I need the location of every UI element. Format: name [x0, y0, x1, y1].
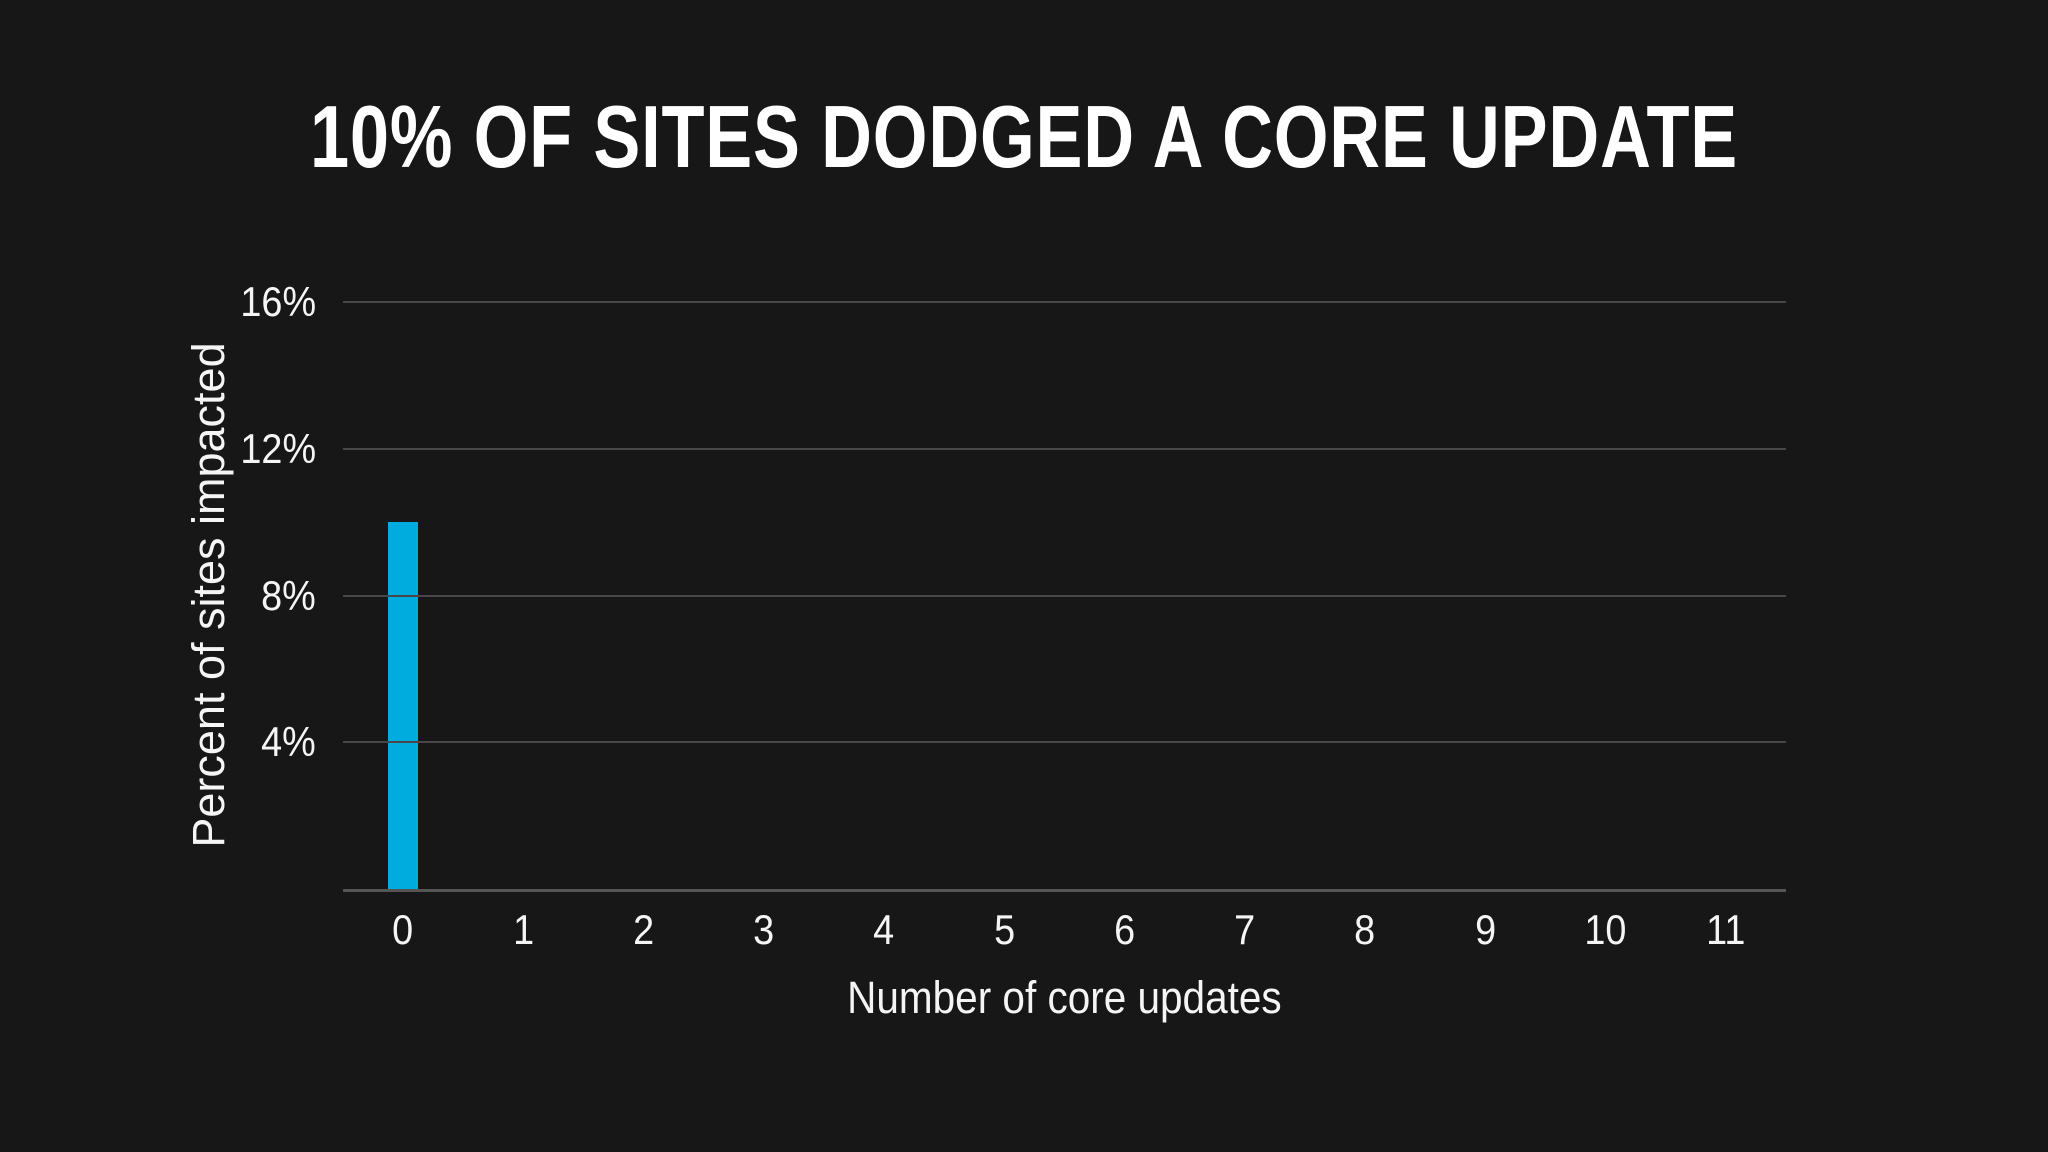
- x-tick-text: 11: [1706, 906, 1746, 953]
- x-tick-label-8: 8: [1305, 906, 1425, 954]
- x-tick-text: 1: [512, 906, 534, 953]
- gridline-12: [343, 447, 1786, 450]
- x-tick-label-4: 4: [824, 906, 944, 954]
- y-tick-label: 16%: [232, 278, 316, 326]
- gridline-4: [343, 741, 1786, 744]
- y-tick-text: 4%: [261, 718, 316, 766]
- y-tick-label: 12%: [232, 425, 316, 473]
- x-tick-text: 10: [1584, 906, 1627, 953]
- x-tick-label-11: 11: [1666, 906, 1786, 954]
- y-axis-ticks: 16% 12% 8% 4%: [0, 278, 316, 889]
- x-axis-title: Number of core updates: [343, 972, 1786, 1024]
- y-tick-text: 12%: [240, 424, 316, 472]
- x-tick-label-5: 5: [944, 906, 1064, 954]
- x-tick-label-9: 9: [1425, 906, 1545, 954]
- y-tick-label: 4%: [255, 718, 316, 766]
- gridline-8: [343, 594, 1786, 597]
- x-tick-label-10: 10: [1546, 906, 1666, 954]
- x-tick-text: 6: [1114, 906, 1136, 953]
- y-tick-label: 8%: [255, 572, 316, 620]
- plot-area: [343, 301, 1786, 892]
- x-tick-text: 8: [1354, 906, 1376, 953]
- gridline-16: [343, 301, 1786, 303]
- y-tick-text: 16%: [240, 278, 316, 325]
- x-axis-title-text: Number of core updates: [847, 972, 1282, 1023]
- x-tick-text: 0: [392, 906, 414, 953]
- x-tick-label-6: 6: [1065, 906, 1185, 954]
- bars-container: [343, 302, 1786, 889]
- x-tick-label-2: 2: [584, 906, 704, 954]
- x-tick-text: 4: [873, 906, 895, 953]
- x-axis-ticks: 0 1 2 3 4 5 6 7 8 9 10 11: [343, 906, 1786, 954]
- bar-0: [388, 522, 419, 889]
- x-tick-label-1: 1: [463, 906, 583, 954]
- x-tick-text: 2: [633, 906, 655, 953]
- x-tick-label-7: 7: [1185, 906, 1305, 954]
- x-tick-text: 9: [1474, 906, 1496, 953]
- x-tick-text: 7: [1234, 906, 1256, 953]
- y-tick-text: 8%: [261, 571, 316, 619]
- x-tick-text: 5: [993, 906, 1015, 953]
- x-tick-text: 3: [753, 906, 775, 953]
- x-tick-label-0: 0: [343, 906, 463, 954]
- chart-title: 10% OF SITES DODGED A CORE UPDATE: [309, 87, 1739, 186]
- bar-slot-0: [343, 302, 463, 889]
- x-tick-label-3: 3: [704, 906, 824, 954]
